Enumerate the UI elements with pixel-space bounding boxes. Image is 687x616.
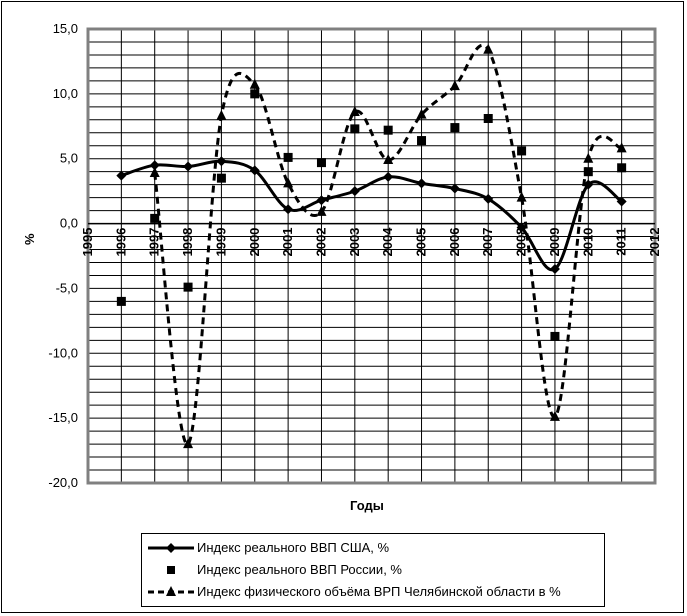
- diamond-line-swatch-icon: [148, 543, 194, 553]
- point-usa: [349, 186, 360, 197]
- point-russia: [150, 213, 160, 223]
- x-axis-label: Годы: [350, 498, 384, 513]
- x-tick-label: 1995: [80, 228, 95, 257]
- y-tick-label: -15,0: [48, 410, 78, 425]
- point-russia: [183, 282, 193, 292]
- x-tick-label: 1999: [213, 228, 228, 257]
- point-usa: [449, 183, 460, 194]
- point-russia: [417, 136, 427, 146]
- legend-label-usa: Индекс реального ВВП США, %: [197, 540, 390, 555]
- legend-item-chelyabinsk: Индекс физического объёма ВРП Челябинско…: [142, 582, 602, 602]
- x-tick-label: 2012: [647, 228, 662, 257]
- legend-label-russia: Индекс реального ВВП России, %: [197, 562, 402, 577]
- point-chelyabinsk: [416, 108, 427, 119]
- point-russia: [517, 146, 527, 156]
- x-tick-label: 1997: [147, 228, 162, 257]
- y-tick-label: -5,0: [56, 280, 78, 295]
- point-chelyabinsk: [516, 191, 527, 202]
- legend: Индекс реального ВВП США, % Индекс реаль…: [141, 533, 605, 607]
- point-chelyabinsk: [183, 438, 194, 449]
- plot-border: [86, 27, 657, 485]
- x-tick-label: 2008: [514, 228, 529, 257]
- x-tick-label: 2010: [580, 228, 595, 257]
- x-tick-label: 2007: [480, 228, 495, 257]
- x-tick-label: 2001: [280, 228, 295, 257]
- point-chelyabinsk: [216, 109, 227, 120]
- point-chelyabinsk: [149, 166, 160, 177]
- point-russia: [550, 331, 560, 341]
- x-tick-label: 2011: [614, 228, 629, 256]
- point-russia: [383, 125, 393, 135]
- legend-item-russia: Индекс реального ВВП России, %: [142, 560, 602, 580]
- point-chelyabinsk: [349, 106, 360, 117]
- point-chelyabinsk: [449, 80, 460, 91]
- point-chelyabinsk: [583, 152, 594, 163]
- point-usa: [216, 156, 227, 167]
- point-russia: [583, 167, 593, 177]
- y-tick-label: 10,0: [53, 86, 78, 101]
- point-russia: [283, 152, 293, 162]
- x-tick-label: 1998: [180, 228, 195, 257]
- point-russia: [250, 89, 260, 99]
- point-chelyabinsk: [383, 154, 394, 165]
- series-usa-line: [120, 159, 623, 272]
- x-tick-label: 2005: [414, 228, 429, 257]
- point-usa: [283, 204, 294, 215]
- x-tick-label: 2003: [347, 228, 362, 257]
- x-tick-label: 2006: [447, 228, 462, 257]
- y-axis-label: %: [22, 233, 37, 245]
- point-usa: [483, 193, 494, 204]
- point-russia: [450, 123, 460, 133]
- point-usa: [583, 179, 594, 190]
- point-chelyabinsk: [283, 177, 294, 188]
- point-usa: [549, 263, 560, 274]
- y-tick-label: 15,0: [53, 21, 78, 36]
- point-russia: [316, 158, 326, 168]
- point-russia: [617, 163, 627, 173]
- point-chelyabinsk: [249, 78, 260, 89]
- point-usa: [416, 178, 427, 189]
- y-tick-label: -20,0: [48, 475, 78, 490]
- point-russia: [216, 173, 226, 183]
- triangle-dashed-swatch-icon: [148, 586, 194, 596]
- point-usa: [316, 195, 327, 206]
- point-chelyabinsk: [483, 43, 494, 54]
- point-usa: [516, 222, 527, 233]
- x-tick-label: 1996: [113, 228, 128, 257]
- point-usa: [116, 170, 127, 181]
- point-chelyabinsk: [549, 410, 560, 421]
- x-tick-label: 2000: [247, 228, 262, 257]
- point-usa: [383, 171, 394, 182]
- point-usa: [149, 160, 160, 171]
- y-tick-label: 0,0: [60, 216, 78, 231]
- x-tick-label: 2002: [313, 228, 328, 257]
- x-tick-label: 2004: [380, 227, 395, 257]
- square-marker-swatch-icon: [167, 566, 175, 574]
- x-tick-label: 2009: [547, 228, 562, 257]
- point-usa: [616, 196, 627, 207]
- legend-item-usa: Индекс реального ВВП США, %: [142, 538, 602, 558]
- point-usa: [183, 161, 194, 172]
- plot-area: [88, 29, 655, 483]
- legend-label-chelyabinsk: Индекс физического объёма ВРП Челябинско…: [197, 584, 561, 599]
- point-chelyabinsk: [616, 142, 627, 153]
- point-russia: [116, 296, 126, 306]
- point-russia: [350, 124, 360, 134]
- point-chelyabinsk: [316, 205, 327, 216]
- point-russia: [483, 114, 493, 124]
- y-tick-label: 5,0: [60, 151, 78, 166]
- y-tick-label: -10,0: [48, 345, 78, 360]
- point-usa: [249, 165, 260, 176]
